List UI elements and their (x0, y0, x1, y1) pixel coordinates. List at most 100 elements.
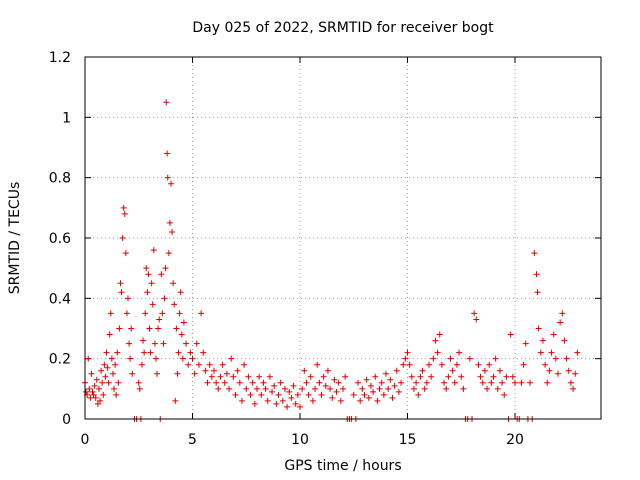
data-point (494, 385, 501, 392)
y-tick-label: 1.2 (49, 50, 71, 66)
data-point (126, 340, 133, 347)
data-point (183, 340, 190, 347)
data-point (458, 373, 465, 380)
data-point (419, 367, 426, 374)
data-point (94, 400, 101, 407)
plot-frame (84, 56, 602, 420)
data-point (357, 397, 364, 404)
data-point (108, 355, 115, 362)
data-point (198, 310, 205, 317)
data-point (563, 355, 570, 362)
data-point (204, 379, 211, 386)
data-point (170, 280, 177, 287)
data-point (574, 349, 581, 356)
data-point (443, 385, 450, 392)
data-point (249, 379, 256, 386)
data-point (503, 373, 510, 380)
data-point (277, 379, 284, 386)
data-point (423, 379, 430, 386)
data-point (161, 295, 168, 302)
data-point (400, 361, 407, 368)
data-point (301, 367, 308, 374)
data-point (370, 388, 377, 395)
data-point (548, 349, 555, 356)
data-point (176, 310, 183, 317)
data-point (393, 367, 400, 374)
data-point (169, 228, 176, 235)
data-point (312, 385, 319, 392)
data-point (122, 250, 129, 257)
data-point (245, 373, 252, 380)
data-point (236, 379, 243, 386)
data-point (148, 280, 155, 287)
data-point (93, 376, 100, 383)
data-point (164, 174, 171, 181)
data-point (380, 391, 387, 398)
data-point (314, 361, 321, 368)
data-point (572, 370, 579, 377)
x-tick-label: 5 (188, 432, 197, 448)
data-point (527, 379, 534, 386)
data-point (87, 394, 94, 401)
data-point (171, 301, 178, 308)
data-point (456, 349, 463, 356)
data-point (98, 367, 105, 374)
data-point (372, 373, 379, 380)
data-point (159, 310, 166, 317)
data-point (251, 400, 258, 407)
data-point (119, 235, 126, 241)
data-points (82, 99, 581, 422)
y-tick-label: 0 (62, 412, 71, 428)
data-point (307, 373, 314, 380)
data-point (535, 325, 542, 332)
data-point (206, 361, 213, 368)
y-tick-label: 0.6 (49, 231, 71, 247)
data-point (499, 379, 506, 386)
data-point (141, 349, 148, 356)
data-point (451, 379, 458, 386)
data-point (238, 397, 245, 404)
data-point (262, 385, 269, 392)
data-point (507, 331, 514, 338)
data-point (374, 397, 381, 404)
y-tick-label: 0.2 (49, 352, 71, 368)
data-point (363, 376, 370, 383)
data-point (432, 337, 439, 344)
data-point (109, 370, 116, 377)
data-point (309, 397, 316, 404)
data-point (113, 391, 120, 398)
data-point (92, 394, 99, 401)
data-point (243, 385, 250, 392)
data-point (149, 301, 156, 308)
data-point (175, 349, 182, 356)
data-point (193, 340, 200, 347)
data-point (305, 391, 312, 398)
data-point (559, 310, 566, 317)
data-point (179, 355, 186, 362)
data-point (156, 316, 163, 323)
data-point (211, 367, 217, 374)
data-point (387, 376, 394, 383)
data-point (146, 325, 153, 332)
data-point (129, 370, 136, 377)
data-point (413, 379, 420, 386)
data-point (111, 385, 118, 392)
data-point (391, 382, 398, 389)
data-point (112, 361, 119, 368)
data-point (164, 150, 171, 157)
data-point (534, 289, 541, 296)
data-point (430, 355, 437, 362)
data-point (163, 99, 170, 106)
data-point (116, 325, 123, 332)
data-point (509, 373, 516, 380)
data-point (565, 367, 572, 374)
data-point (324, 367, 331, 374)
data-point (127, 355, 134, 362)
data-point (189, 355, 196, 362)
data-point (180, 319, 187, 326)
data-point (241, 361, 248, 368)
data-point (208, 373, 215, 380)
data-point (383, 370, 389, 377)
data-point (438, 361, 445, 368)
